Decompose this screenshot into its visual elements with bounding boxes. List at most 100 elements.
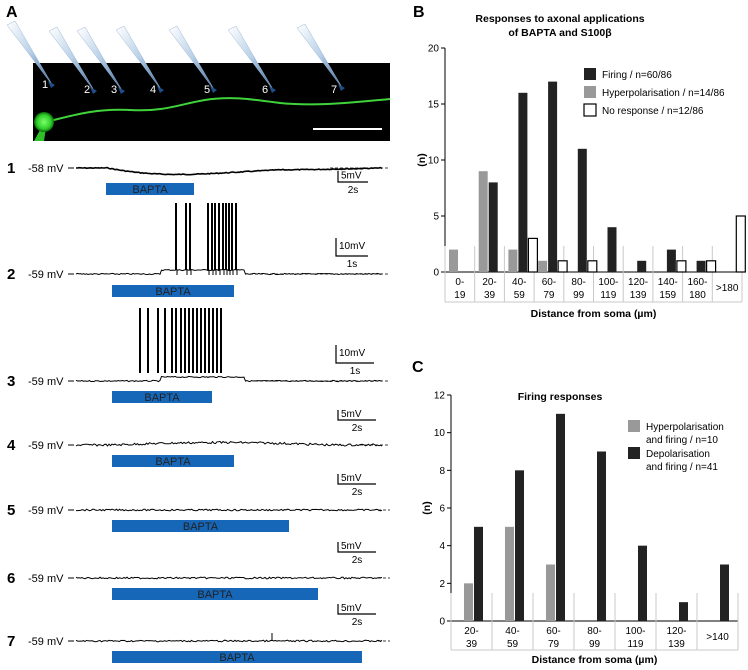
pipette-tip (338, 84, 345, 91)
x-axis-label: Distance from soma (µm) (532, 654, 658, 666)
x-tick-label: >140 (706, 632, 729, 643)
scale-bar (337, 171, 368, 183)
scale-time: 2s (352, 555, 363, 566)
trace-number: 5 (7, 502, 15, 519)
bar (518, 92, 528, 272)
pipette-label: 3 (111, 84, 117, 96)
pipette-5 (168, 25, 216, 92)
legend-swatch (584, 86, 596, 98)
pipette-label: 7 (331, 84, 337, 96)
trace-row-6: 6 -59 mV BAPTA 5mV 2s (7, 541, 390, 601)
bapta-label: BAPTA (183, 521, 219, 533)
bar (720, 564, 729, 621)
bapta-bar (112, 588, 318, 600)
x-tick-label: 120- (628, 277, 648, 288)
membrane-trace (75, 440, 383, 447)
y-axis-label: (n) (421, 501, 433, 514)
scale-time: 2s (352, 617, 363, 628)
x-tick-label: 40- (512, 277, 526, 288)
legend-label: and firing / n=41 (646, 462, 718, 473)
legend-label: Hyperpolarisation / n=14/86 (602, 88, 725, 99)
trace-row-1: 1 -58 mV BAPTA 5mV 2s (7, 160, 390, 196)
y-tick-label: 5 (433, 212, 439, 223)
resting-potential: -59 mV (28, 269, 64, 281)
bar (474, 526, 483, 621)
x-tick-label: 60- (542, 277, 556, 288)
trace-number: 2 (7, 266, 15, 283)
bar (735, 215, 746, 273)
y-axis-label: (n) (416, 153, 428, 166)
x-tick-label: 80- (587, 626, 601, 637)
y-tick-label: 4 (439, 541, 445, 552)
scale-time: 2s (352, 487, 363, 498)
x-tick-label: 159 (659, 290, 676, 301)
bar (505, 526, 514, 621)
y-tick-label: 10 (428, 156, 440, 167)
legend-label: Firing / n=60/86 (602, 70, 672, 81)
legend-label: Depolarisation (646, 449, 710, 460)
legend-label: No response / n=12/86 (602, 106, 704, 117)
x-tick-label: 100- (625, 626, 645, 637)
chart-b: Responses to axonal applications of BAPTA… (416, 13, 746, 320)
chart-title: Firing responses (518, 391, 603, 403)
bar (696, 260, 706, 272)
bar (464, 583, 473, 621)
bar (587, 260, 598, 273)
y-tick-label: 10 (434, 428, 446, 439)
scale-bar (337, 542, 376, 553)
bar (577, 148, 587, 272)
scale-voltage: 5mV (341, 409, 362, 420)
bapta-bar (106, 183, 194, 195)
x-tick-label: 20- (464, 626, 478, 637)
x-tick-label: 180 (689, 290, 706, 301)
scale-time: 1s (347, 259, 358, 270)
pipette-1 (6, 20, 54, 87)
scale-time: 1s (350, 366, 361, 377)
bapta-bar (112, 455, 234, 467)
voltage-traces: 1 -58 mV BAPTA 5mV 2s 2 -59 mV BAPTA 10mV 1s 3 -59 … (7, 160, 390, 664)
x-tick-label: 80- (571, 277, 585, 288)
bar (597, 451, 606, 621)
x-axis-label: Distance from soma (µm) (531, 308, 657, 320)
pipette-6 (227, 25, 275, 92)
pipette-tip (118, 87, 125, 94)
bar (488, 182, 498, 272)
bar (557, 260, 568, 273)
bar (638, 545, 647, 621)
membrane-trace (75, 268, 383, 276)
y-tick-label: 12 (434, 391, 446, 402)
resting-potential: -58 mV (28, 163, 64, 175)
membrane-trace (75, 576, 383, 580)
x-tick-label: 40- (505, 626, 519, 637)
x-tick-label: 39 (484, 290, 496, 301)
panel-label-b: B (413, 4, 425, 21)
trace-number: 4 (7, 437, 16, 454)
legend-label: and firing / n=10 (646, 435, 718, 446)
x-tick-label: 59 (514, 290, 526, 301)
pipette-2 (48, 26, 96, 93)
scale-bar (337, 474, 376, 485)
pipette-label: 4 (150, 84, 156, 96)
x-tick-label: 20- (482, 277, 496, 288)
bapta-label: BAPTA (144, 392, 180, 404)
bar (449, 249, 458, 272)
bar (527, 237, 539, 273)
x-tick-label: 140- (658, 277, 678, 288)
scale-voltage: 5mV (341, 171, 362, 182)
scale-bar (335, 345, 374, 364)
bapta-label: BAPTA (132, 184, 168, 196)
scale-voltage: 10mV (339, 348, 365, 359)
bapta-bar (112, 651, 362, 663)
bar (538, 260, 548, 272)
x-tick-label: 139 (630, 290, 647, 301)
membrane-trace (76, 508, 383, 512)
axon (41, 97, 391, 124)
bar (546, 564, 555, 621)
scale-bar (335, 238, 368, 257)
bar (637, 260, 647, 272)
x-tick-label: 99 (589, 639, 601, 650)
panel-label-c: C (412, 359, 424, 376)
scale-bar (337, 604, 376, 615)
soma (34, 112, 54, 132)
bar (679, 602, 688, 621)
